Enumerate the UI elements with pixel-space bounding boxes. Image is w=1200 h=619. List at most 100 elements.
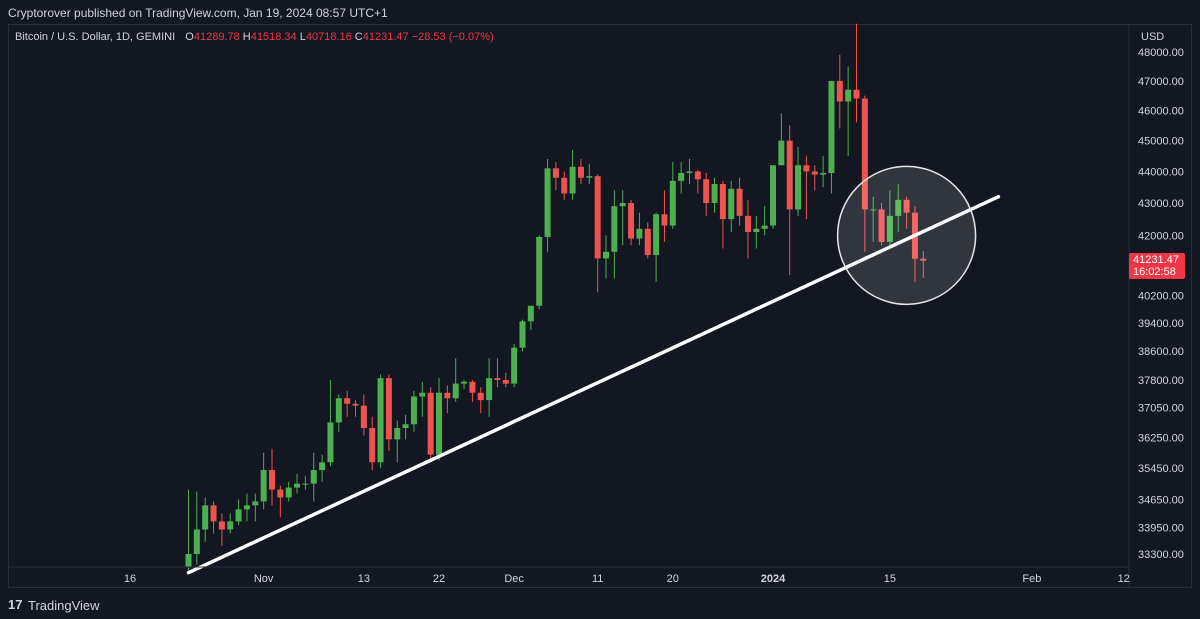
candle-body[interactable] [360,405,367,429]
candle-body[interactable] [845,89,852,102]
candle-body[interactable] [619,203,626,207]
candle-body[interactable] [210,505,217,522]
price-tick-label: 33300.00 [1138,549,1184,561]
support-trendline[interactable] [186,194,1001,575]
candle-body[interactable] [502,379,509,384]
candle-body[interactable] [603,251,609,259]
candle-body[interactable] [419,392,426,397]
candle-body[interactable] [369,428,376,463]
tradingview-logo-text[interactable]: TradingView [28,598,100,613]
candle-body[interactable] [285,487,292,498]
candle-body[interactable] [260,470,267,502]
candle-body[interactable] [410,396,417,425]
candle-body[interactable] [753,228,760,233]
candle-body[interactable] [836,80,843,102]
candle-body[interactable] [385,378,392,440]
candle-body[interactable] [444,392,451,399]
candle-body[interactable] [870,209,877,211]
candle-body[interactable] [436,392,442,455]
candle-body[interactable] [744,215,751,233]
candle-body[interactable] [511,347,518,384]
candle-body[interactable] [811,171,818,175]
candle-body[interactable] [803,165,810,172]
candle-body[interactable] [544,168,551,237]
candle-body[interactable] [402,424,409,429]
candle-body[interactable] [235,509,242,522]
candle-body[interactable] [577,166,584,178]
candle-body[interactable] [294,483,301,488]
candle-body[interactable] [636,228,643,239]
candle-body[interactable] [477,392,484,401]
candle-body[interactable] [903,199,910,213]
chart-frame[interactable] [8,24,1192,588]
candle-body[interactable] [519,321,526,348]
candle-body[interactable] [494,378,501,380]
candle-body[interactable] [327,422,334,463]
open-label: O [185,31,194,43]
candle-body[interactable] [786,140,793,210]
candle-body[interactable] [594,176,601,259]
candle-body[interactable] [319,462,326,471]
candle-body[interactable] [561,177,568,194]
candle-body[interactable] [703,179,710,204]
candle-body[interactable] [853,89,860,99]
candle-body[interactable] [611,206,618,252]
candle-body[interactable] [828,80,835,174]
candle-body[interactable] [861,98,868,210]
candle-body[interactable] [686,171,693,174]
candle-body[interactable] [661,214,668,226]
candle-body[interactable] [185,554,192,567]
candle-body[interactable] [878,209,885,242]
candle-body[interactable] [461,381,468,384]
candle-body[interactable] [669,180,676,226]
candle-body[interactable] [728,188,735,220]
candle-body[interactable] [569,166,576,194]
candle-body[interactable] [736,188,743,216]
candle-body[interactable] [302,483,309,485]
candle-body[interactable] [486,378,493,401]
candle-body[interactable] [277,489,284,498]
candle-body[interactable] [352,403,359,406]
price-tick-label: 39400.00 [1138,318,1184,330]
candle-body[interactable] [252,501,259,506]
candle-body[interactable] [761,225,768,229]
candle-body[interactable] [536,236,543,306]
candle-body[interactable] [920,258,927,261]
candle-body[interactable] [644,228,651,256]
candle-body[interactable] [202,505,209,530]
candle-body[interactable] [377,378,384,463]
candle-body[interactable] [694,171,701,180]
tradingview-logo-icon[interactable]: 17 [8,597,23,612]
candle-body[interactable] [778,140,785,166]
candle-body[interactable] [310,470,317,484]
candle-body[interactable] [678,173,685,181]
candle-body[interactable] [770,165,776,226]
candle-body[interactable] [552,168,559,178]
currency-label[interactable]: USD [1141,31,1165,43]
candle-body[interactable] [227,521,234,530]
candle-body[interactable] [653,214,660,256]
candle-body[interactable] [218,521,225,530]
candle-body[interactable] [269,470,275,490]
candle-body[interactable] [795,165,802,210]
candle-body[interactable] [344,398,351,404]
candle-body[interactable] [586,176,593,178]
candle-body[interactable] [243,505,250,510]
candle-body[interactable] [527,305,534,322]
candle-body[interactable] [628,203,635,239]
candle-body[interactable] [452,383,459,399]
candle-body[interactable] [469,381,476,393]
candle-body[interactable] [719,183,726,220]
candle-body[interactable] [895,199,902,216]
symbol-label[interactable]: Bitcoin / U.S. Dollar, 1D, GEMINI [15,31,176,43]
candle-body[interactable] [335,398,342,423]
candle-body[interactable] [886,215,893,242]
highlight-circle[interactable] [836,165,977,306]
candle-body[interactable] [711,183,718,204]
candle-body[interactable] [427,392,434,455]
candle-body[interactable] [193,529,200,554]
candle-body[interactable] [394,428,401,440]
candle-body[interactable] [820,173,827,175]
price-tick-label: 34650.00 [1138,494,1184,506]
